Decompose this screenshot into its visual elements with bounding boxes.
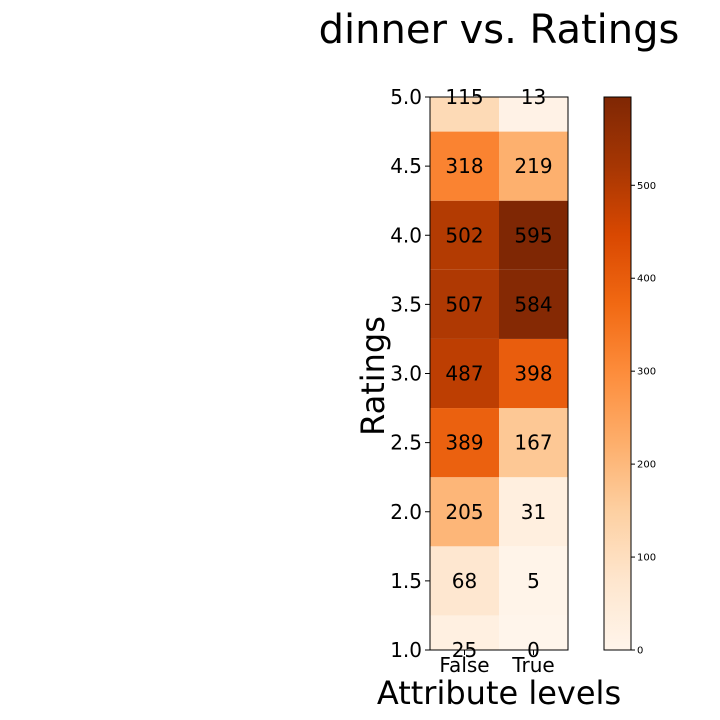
cell-value-label: 507: [445, 292, 483, 316]
cell-value-label: 5: [527, 569, 540, 593]
y-axis-ticks: 1.0 1.5 2.0 2.5 3.0 3.5 4.0 4.5 5.0: [390, 85, 430, 662]
y-tick-label: 2.5: [390, 431, 422, 455]
colorbar-tick-label: 300: [637, 367, 656, 378]
y-tick-label: 2.0: [390, 500, 422, 524]
cell-value-label: 487: [445, 362, 483, 386]
cell-value-label: 68: [452, 569, 477, 593]
heatmap-cell: [430, 546, 499, 616]
colorbar-tick-label: 200: [637, 460, 656, 471]
heatmap-cell: [499, 477, 568, 547]
heatmap-cell: [430, 269, 499, 339]
colorbar-tick-label: 0: [637, 646, 643, 657]
colorbar-tick-label: 100: [637, 553, 656, 564]
heatmap-cell: [430, 131, 499, 201]
heatmap-cell: [499, 97, 568, 132]
heatmap-cell: [430, 615, 499, 650]
heatmap-cell: [499, 546, 568, 616]
colorbar-tick-label: 400: [637, 274, 656, 285]
x-axis-ticks: False True: [439, 650, 555, 677]
heatmap-cell: [430, 97, 499, 132]
cell-value-label: 595: [514, 223, 552, 247]
y-tick-label: 3.0: [390, 362, 422, 386]
y-tick-label: 4.5: [390, 154, 422, 178]
heatmap-cell: [499, 269, 568, 339]
x-axis-label: Attribute levels: [377, 674, 621, 712]
heatmap-cell: [430, 477, 499, 547]
y-axis-label: Ratings: [354, 316, 392, 436]
cell-value-label: 219: [514, 154, 552, 178]
y-tick-label: 5.0: [390, 85, 422, 109]
y-tick-label: 3.5: [390, 292, 422, 316]
x-tick-label: True: [511, 653, 554, 677]
heatmap-cell: [499, 338, 568, 409]
cell-value-label: 502: [445, 223, 483, 247]
colorbar: [603, 96, 632, 651]
heatmap-cell: [499, 408, 568, 478]
y-tick-label: 1.5: [390, 569, 422, 593]
x-tick-label: False: [439, 653, 489, 677]
cell-value-label: 318: [445, 154, 483, 178]
heatmap-cell: [499, 615, 568, 650]
cell-value-label: 584: [514, 292, 552, 316]
heatmap-cell: [430, 338, 499, 409]
chart-title: dinner vs. Ratings: [319, 7, 680, 53]
colorbar-ticks: 0 100 200 300 400 500: [631, 181, 656, 657]
cell-value-label: 398: [514, 362, 552, 386]
heatmap-cell: [499, 131, 568, 201]
heatmap-cell: [499, 200, 568, 270]
cell-value-label: 31: [521, 500, 546, 524]
cell-value-label: 167: [514, 431, 552, 455]
colorbar-tick-label: 500: [637, 181, 656, 192]
heatmap-cell: [430, 200, 499, 270]
heatmap-cell: [430, 408, 499, 478]
cell-value-label: 205: [445, 500, 483, 524]
y-tick-label: 1.0: [390, 638, 422, 662]
cell-value-label: 389: [445, 431, 483, 455]
y-tick-label: 4.0: [390, 223, 422, 247]
